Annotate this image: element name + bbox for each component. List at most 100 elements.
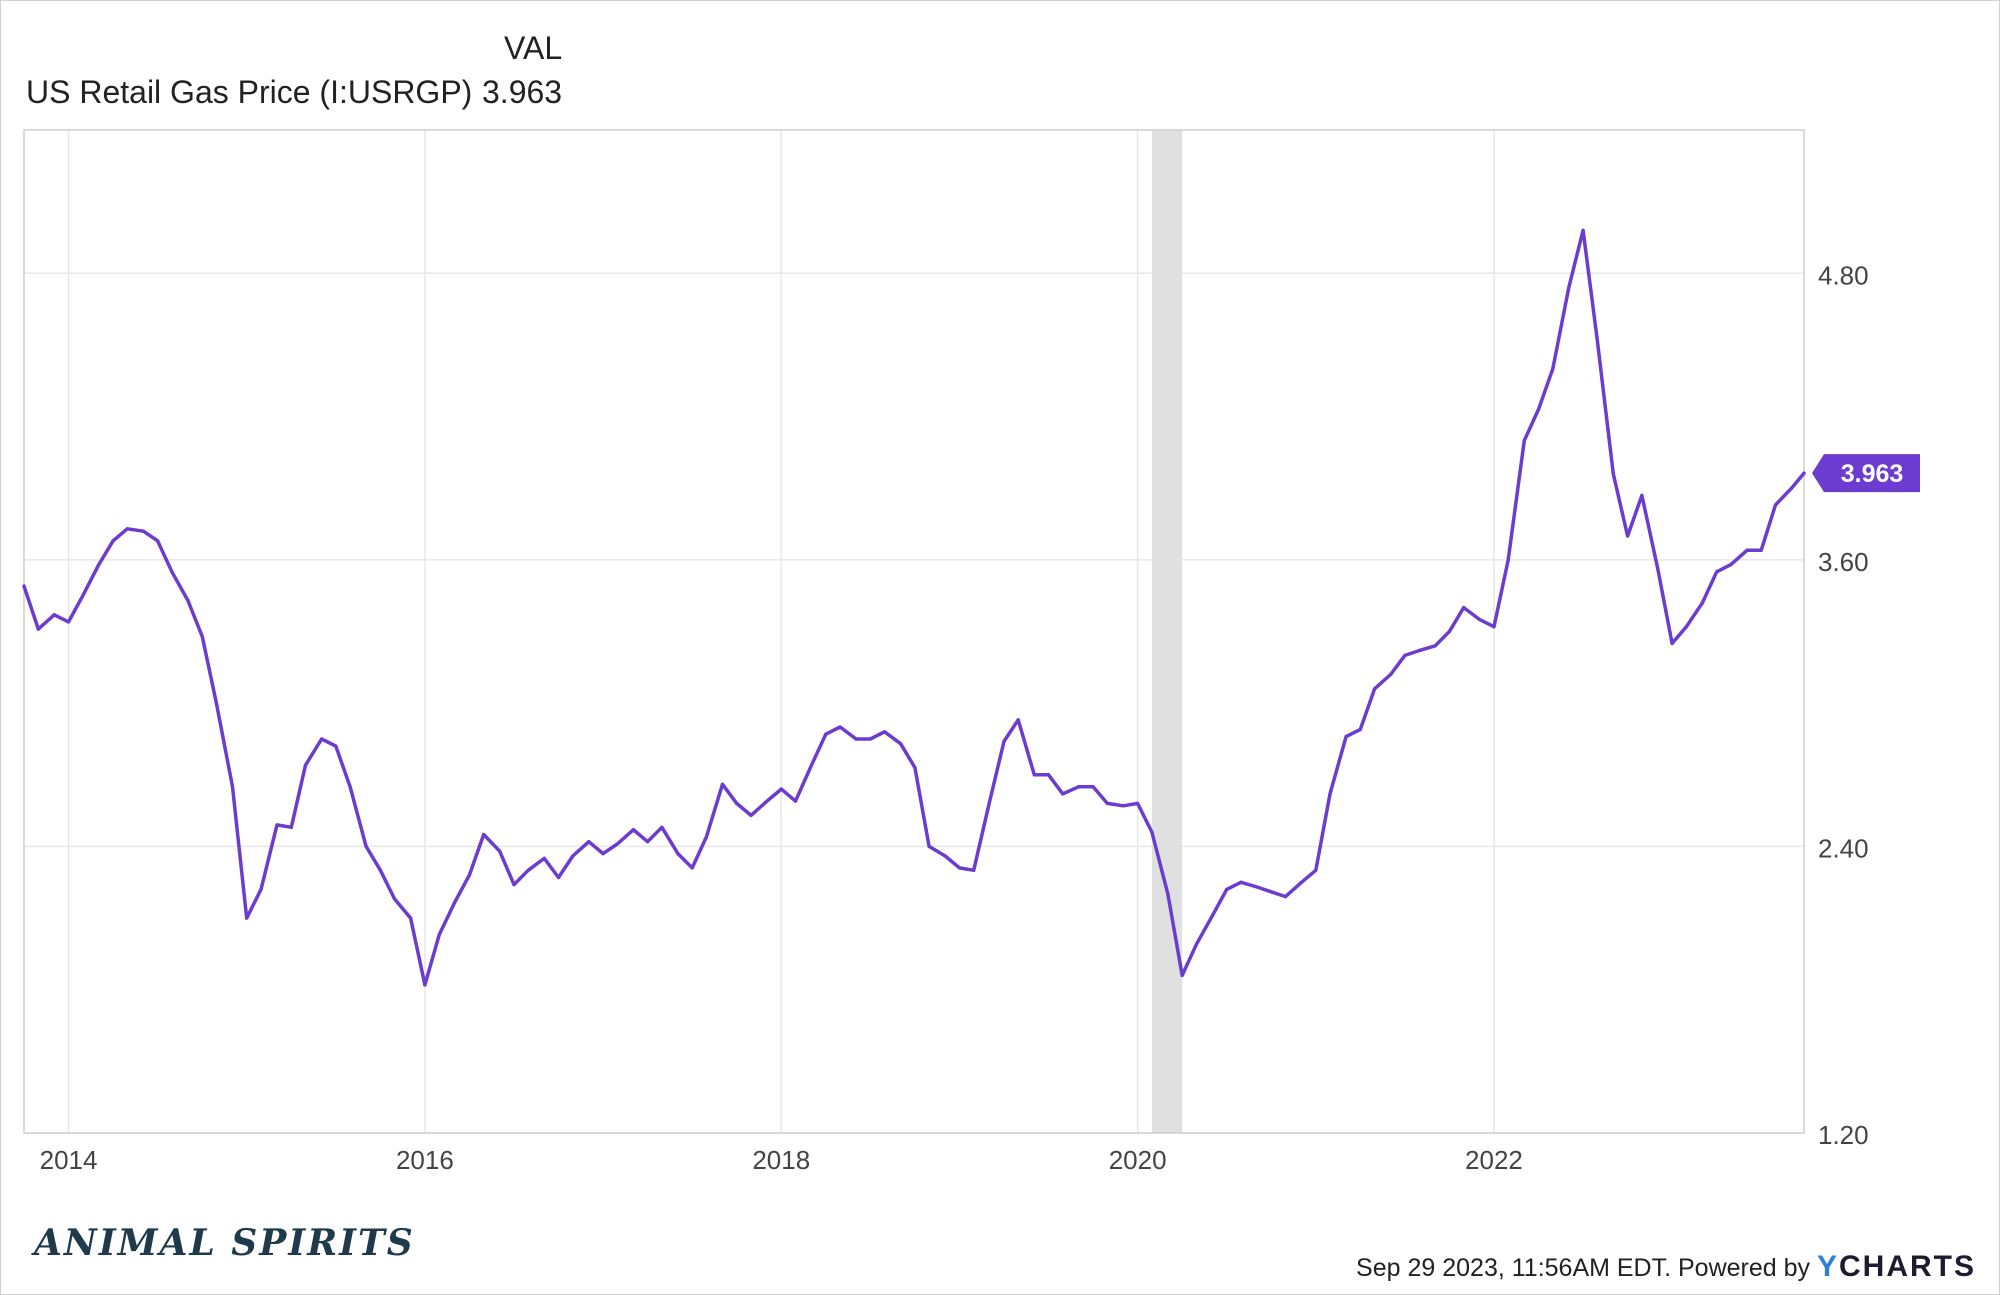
data-point xyxy=(334,744,338,748)
data-point xyxy=(1121,804,1125,808)
data-point xyxy=(735,801,739,806)
data-point xyxy=(1046,773,1051,777)
data-point xyxy=(704,835,709,839)
data-point xyxy=(66,620,71,624)
y-tick-label: 2.40 xyxy=(1818,833,1869,863)
data-point xyxy=(676,851,680,856)
x-axis: 2014 2016 2018 2020 2022 xyxy=(40,1145,1523,1175)
data-point xyxy=(1581,228,1585,232)
data-point xyxy=(571,854,575,858)
data-point xyxy=(275,823,279,827)
data-point xyxy=(793,799,798,803)
data-point xyxy=(186,598,190,603)
data-point xyxy=(1077,785,1081,789)
data-point xyxy=(200,634,204,638)
data-point xyxy=(141,529,145,533)
data-point xyxy=(542,856,546,860)
data-point xyxy=(409,916,413,920)
data-point xyxy=(378,868,382,872)
data-point xyxy=(972,868,976,872)
data-point xyxy=(482,832,486,837)
data-point xyxy=(587,840,591,844)
data-point xyxy=(957,866,962,870)
data-point xyxy=(1403,653,1407,657)
data-point xyxy=(230,785,235,789)
data-point xyxy=(348,785,352,789)
data-point xyxy=(1551,367,1555,371)
data-point xyxy=(1105,801,1109,806)
data-point xyxy=(943,854,947,858)
data-point xyxy=(1239,880,1243,884)
data-point xyxy=(854,737,858,741)
data-point xyxy=(1194,942,1199,946)
data-point xyxy=(1522,438,1526,443)
x-tick-label: 2022 xyxy=(1465,1145,1523,1175)
data-point xyxy=(899,742,903,746)
data-point xyxy=(259,887,263,892)
data-point xyxy=(838,725,842,729)
data-point xyxy=(170,570,174,574)
data-point xyxy=(1759,548,1763,552)
data-point xyxy=(1136,801,1140,806)
data-point xyxy=(364,844,368,849)
data-point xyxy=(868,737,872,741)
data-point xyxy=(1684,625,1689,629)
data-point xyxy=(1225,887,1229,892)
data-point xyxy=(1061,792,1065,796)
data-point xyxy=(1180,973,1184,977)
data-point xyxy=(1478,617,1482,622)
data-point xyxy=(245,916,249,920)
x-tick-label: 2014 xyxy=(40,1145,98,1175)
data-point xyxy=(1595,338,1599,342)
data-point xyxy=(97,563,101,567)
recession-band-layer xyxy=(1151,130,1183,1133)
footer-timestamp: Sep 29 2023, 11:56AM EDT. Powered by xyxy=(1356,1254,1811,1282)
data-point xyxy=(526,868,530,872)
data-point xyxy=(1492,625,1496,629)
data-point xyxy=(1462,606,1466,610)
data-point xyxy=(1016,718,1020,722)
data-point xyxy=(1433,644,1437,648)
data-point xyxy=(319,737,324,741)
data-point xyxy=(988,799,992,803)
data-point xyxy=(1670,641,1674,646)
legend-value-header: VAL xyxy=(504,30,563,66)
data-point xyxy=(1417,649,1421,653)
legend-series-value: 3.963 xyxy=(482,74,563,110)
data-point xyxy=(1802,471,1806,475)
x-tick-label: 2016 xyxy=(396,1145,454,1175)
y-tick-label: 1.20 xyxy=(1818,1120,1869,1150)
data-point xyxy=(631,828,635,832)
data-point xyxy=(467,873,472,877)
data-point xyxy=(1506,558,1510,562)
data-point xyxy=(1255,885,1259,889)
data-point xyxy=(22,584,26,588)
data-point xyxy=(1358,727,1362,732)
data-point xyxy=(423,983,427,987)
data-point xyxy=(765,799,769,803)
recession-band xyxy=(1151,130,1183,1133)
x-tick-label: 2018 xyxy=(752,1145,810,1175)
data-point xyxy=(1344,734,1348,739)
data-point xyxy=(1283,894,1288,899)
legend-series-name[interactable]: US Retail Gas Price (I:USRGP) xyxy=(26,74,473,110)
data-point xyxy=(1700,601,1705,605)
data-point xyxy=(749,813,753,817)
data-point xyxy=(1729,563,1733,567)
data-point xyxy=(690,866,694,870)
ycharts-logo[interactable]: YCHARTS xyxy=(1816,1250,1976,1283)
data-point xyxy=(1091,785,1095,789)
data-point xyxy=(214,701,219,705)
footer: Sep 29 2023, 11:56AM EDT. Powered by YCH… xyxy=(1356,1250,1976,1284)
data-point xyxy=(913,766,917,770)
data-point xyxy=(1789,486,1794,490)
data-point xyxy=(556,875,561,880)
data-point xyxy=(36,627,40,631)
series-line-us-retail-gas-price xyxy=(22,228,1806,987)
data-point xyxy=(1536,407,1541,412)
data-point xyxy=(1389,672,1393,677)
data-point xyxy=(1715,570,1719,574)
data-point xyxy=(512,883,516,887)
data-point xyxy=(52,613,56,617)
